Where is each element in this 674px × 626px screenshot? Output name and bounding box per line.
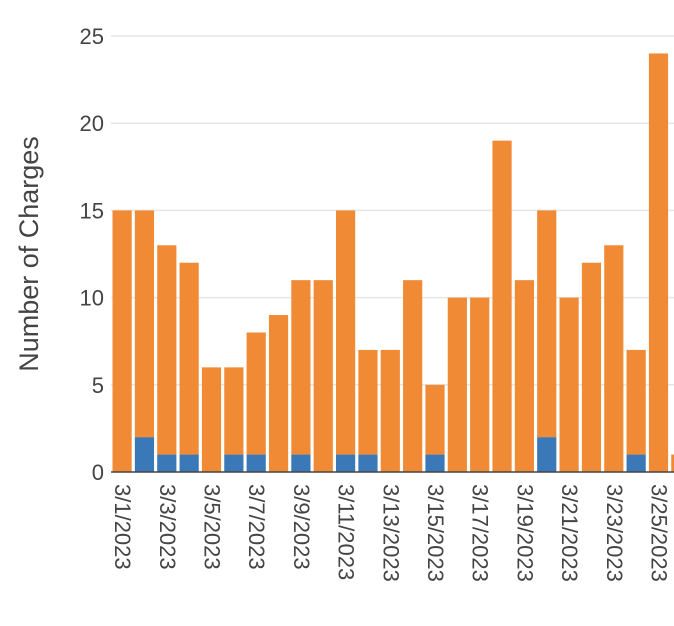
x-tick-label: 3/15/2023	[423, 484, 448, 582]
bar-series-b	[671, 454, 674, 472]
x-tick-label: 3/5/2023	[200, 484, 225, 570]
y-tick-label: 10	[80, 286, 104, 311]
bar-series-b	[403, 280, 423, 472]
bar-series-b	[626, 349, 646, 455]
bar-series-b	[112, 210, 132, 472]
bar-series-b	[648, 53, 669, 472]
bar-series-b	[559, 297, 579, 472]
bar-series-b	[380, 349, 400, 472]
bar-series-b	[604, 245, 624, 472]
bar-series-a	[358, 454, 378, 472]
bar-series-b	[492, 140, 512, 472]
bar-series-b	[313, 280, 333, 472]
x-tick-label: 3/7/2023	[244, 484, 269, 570]
x-tick-label: 3/13/2023	[378, 484, 403, 582]
x-tick-label: 3/21/2023	[557, 484, 582, 582]
y-tick-label: 25	[80, 24, 104, 49]
bar-series-a	[157, 454, 177, 472]
bar-series-a	[134, 437, 155, 472]
bar-series-b	[201, 367, 222, 472]
gridlines	[111, 35, 674, 386]
y-tick-label: 5	[92, 373, 104, 398]
bar-series-b	[246, 332, 266, 455]
axes: 0 5 10 15 20 25 3/1/2023 3/3/2023 3/5/2023 3/7/20…	[80, 24, 674, 582]
x-tick-label: 3/23/2023	[602, 484, 627, 582]
y-tick-label: 20	[80, 111, 104, 136]
bar-series-b	[134, 210, 155, 438]
bar-series-b	[470, 297, 490, 472]
bar-series-a	[626, 454, 646, 472]
x-tick-label: 3/17/2023	[468, 484, 493, 582]
x-tick-label: 3/25/2023	[647, 484, 672, 582]
x-tick-label: 3/1/2023	[110, 484, 135, 570]
bar-series-b	[268, 315, 289, 472]
bar-series-b	[291, 280, 311, 455]
bar-series-a	[336, 454, 356, 472]
bar-series-b	[157, 245, 177, 455]
bar-series-b	[537, 210, 557, 438]
bar-series-a	[179, 454, 199, 472]
x-tick-label: 3/11/2023	[334, 484, 359, 580]
bar-series-a	[425, 454, 445, 472]
bar-series-b	[179, 262, 199, 455]
y-tick-label: 0	[92, 460, 104, 485]
bar-series-b	[425, 384, 445, 455]
bar-series-b	[358, 349, 378, 455]
bar-series-a	[224, 454, 244, 472]
bar-series-b	[581, 262, 602, 472]
x-tick-label: 3/3/2023	[155, 484, 180, 570]
bar-series-a	[246, 454, 266, 472]
bar-series-a	[291, 454, 311, 472]
y-axis-title: Number of Charges	[14, 136, 44, 372]
bar-series-a	[537, 437, 557, 472]
y-tick-label: 15	[80, 198, 104, 223]
bar-series-b	[514, 280, 534, 472]
bar-series-b	[336, 210, 356, 455]
bars	[112, 53, 674, 472]
x-tick-label: 3/19/2023	[512, 484, 537, 582]
bar-series-b	[447, 297, 467, 472]
x-tick-label: 3/9/2023	[289, 484, 314, 570]
bar-series-b	[224, 367, 244, 455]
